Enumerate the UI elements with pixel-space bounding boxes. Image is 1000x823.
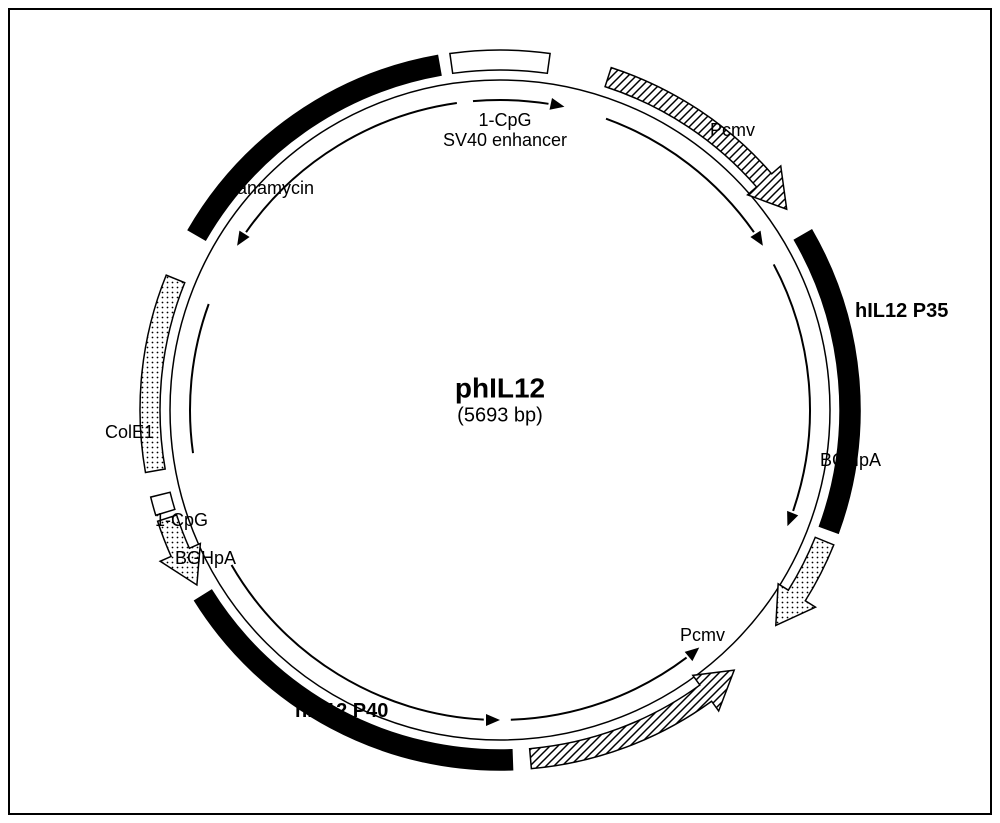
label-bghpa-1: BGHpA (820, 450, 881, 471)
label-bghpa-2: BGHpA (175, 548, 236, 569)
feature-kanamycin (188, 55, 441, 240)
label-pcmv-1: Pcmv (710, 120, 755, 141)
feature-sv40-enhancer (450, 50, 550, 73)
plasmid-map-canvas: phIL12 (5693 bp) 1-CpGSV40 enhancerPcmvh… (0, 0, 1000, 823)
plasmid-center-title: phIL12 (5693 bp) (455, 373, 545, 428)
feature-pcmv-1 (605, 68, 787, 210)
label-sv40-enhancer-1: SV40 enhancer (443, 130, 567, 151)
feature-hil12-p35 (794, 230, 860, 533)
label-sv40-enhancer-0: 1-CpG (478, 110, 531, 131)
feature-pcmv-2 (530, 670, 735, 769)
feature-bghpa-1 (776, 537, 834, 625)
label-1cpg-2: 1-CpG (155, 510, 208, 531)
inner-arrow-sv40-enhancer (473, 98, 564, 110)
inner-arrow-hil12-p35 (774, 264, 810, 526)
inner-arrow-cole1 (190, 304, 209, 453)
inner-arrow-kanamycin (237, 103, 457, 246)
label-kanamycin: Kanamycin (225, 178, 314, 199)
label-cole1: ColE1 (105, 422, 154, 443)
label-hil12-p35: hIL12 P35 (855, 300, 948, 323)
plasmid-size: (5693 bp) (455, 405, 545, 428)
label-hil12-p40: hIL12 P40 (295, 700, 388, 723)
label-pcmv-2: Pcmv (680, 625, 725, 646)
plasmid-name: phIL12 (455, 373, 545, 405)
